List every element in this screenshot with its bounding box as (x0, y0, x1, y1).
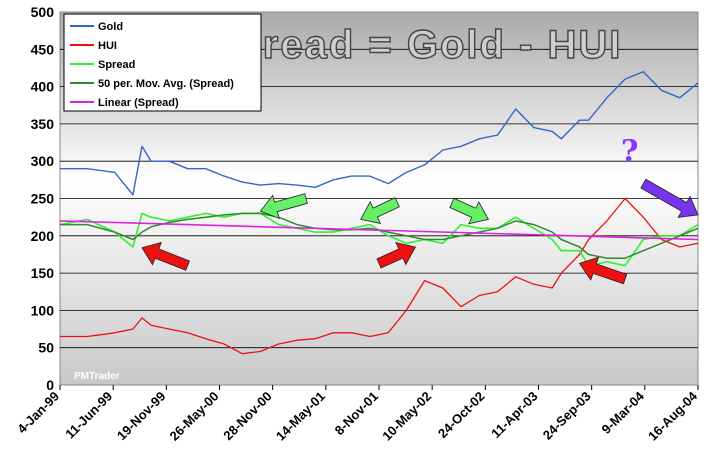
series-line-linear (59, 220, 699, 241)
y-tick-label-400: 400 (31, 79, 55, 95)
legend-label-gold: Gold (98, 21, 123, 33)
chart-title: Spread = Gold - HUI (208, 23, 623, 67)
annotation-arrow-1 (141, 241, 190, 271)
y-tick-label-350: 350 (31, 116, 55, 132)
x-tick-label: 24-Oct-02 (435, 389, 488, 442)
annotation-arrow-6 (578, 256, 628, 285)
x-tick-label: 11-Apr-03 (488, 389, 541, 442)
x-tick-label: 14-May-01 (273, 389, 328, 444)
legend-box (63, 13, 262, 112)
x-tick-label: 16-Aug-04 (645, 388, 701, 444)
y-tick-label-50: 50 (38, 340, 54, 356)
annotation-arrow-5 (449, 197, 489, 225)
y-tick-label-0: 0 (46, 377, 54, 393)
x-tick-label: 28-Nov-00 (220, 389, 275, 444)
x-tick-label: 26-May-00 (167, 389, 222, 444)
x-axis-ticks: 4-Jan-99 11-Jun-9919-Nov-9926-May-0028-No… (14, 385, 701, 444)
x-tick-label: 4-Jan-99 (14, 389, 62, 437)
y-axis-ticks: 0 50 100 150 200 250 300 350 400 450 500 (31, 4, 55, 393)
question-mark-annotation: ? (621, 134, 639, 169)
y-tick-label-250: 250 (31, 191, 55, 207)
y-tick-label-100: 100 (31, 302, 55, 318)
y-tick-label-300: 300 (31, 153, 55, 169)
legend-label-hui: HUI (98, 40, 117, 52)
y-tick-label-500: 500 (31, 4, 55, 20)
legend-label-movavg: 50 per. Mov. Avg. (Spread) (98, 78, 234, 90)
series-line-gold (60, 70, 699, 196)
annotation-arrows (141, 178, 699, 285)
y-tick-label-450: 450 (31, 41, 55, 57)
y-tick-label-200: 200 (31, 228, 55, 244)
x-tick-label: 19-Nov-99 (114, 389, 169, 444)
legend-label-spread: Spread (98, 59, 135, 71)
series-line-hui (60, 197, 699, 355)
x-tick-label: 9-Mar-04 (599, 388, 648, 437)
annotation-arrow-2 (259, 193, 308, 220)
watermark: PMTrader (74, 371, 120, 382)
annotation-arrow-4 (376, 242, 417, 269)
legend: Gold HUI Spread 50 per. Mov. Avg. (Spread) L… (63, 13, 262, 112)
x-tick-label: 10-May-02 (379, 389, 434, 444)
series-line-movavg (60, 212, 699, 259)
annotation-arrow-3 (360, 197, 400, 224)
legend-label-linear: Linear (Spread) (98, 97, 179, 109)
y-tick-label-150: 150 (31, 265, 55, 281)
annotation-arrow-7 (640, 178, 699, 218)
x-tick-label: 24-Sep-03 (540, 389, 594, 443)
x-tick-label: 8-Nov-01 (332, 389, 381, 438)
x-tick-label: 11-Jun-99 (62, 389, 115, 442)
